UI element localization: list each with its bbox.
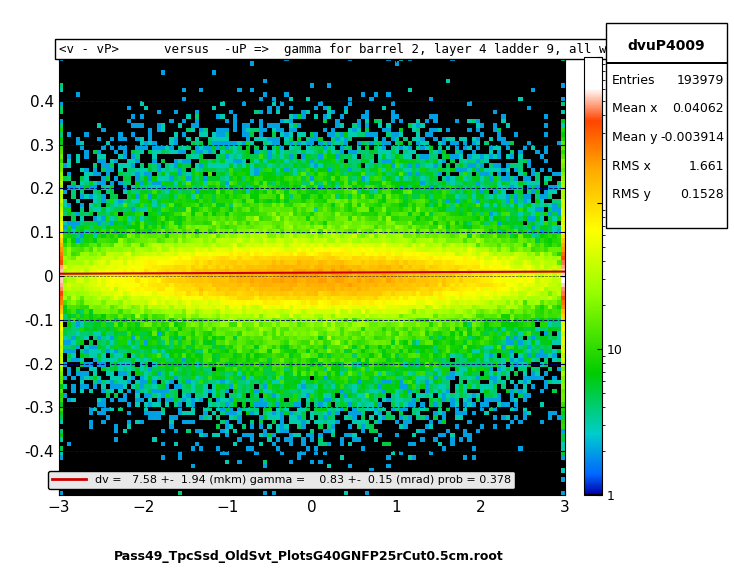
Bar [606, 61, 727, 64]
Text: <v - vP>      versus  -uP =>  gamma for barrel 2, layer 4 ladder 9, all wafers: <v - vP> versus -uP => gamma for barrel … [59, 43, 644, 56]
Text: RMS x: RMS x [611, 160, 650, 172]
FancyBboxPatch shape [606, 23, 727, 228]
Text: 193979: 193979 [677, 73, 724, 86]
Text: 0.04062: 0.04062 [672, 102, 724, 116]
Text: Mean y: Mean y [611, 131, 657, 144]
Text: RMS y: RMS y [611, 188, 650, 201]
Text: -0.003914: -0.003914 [661, 131, 724, 144]
Legend: dv =   7.58 +-  1.94 (mkm) gamma =    0.83 +-  0.15 (mrad) prob = 0.378: dv = 7.58 +- 1.94 (mkm) gamma = 0.83 +- … [48, 471, 515, 489]
Text: Pass49_TpcSsd_OldSvt_PlotsG40GNFP25rCut0.5cm.root: Pass49_TpcSsd_OldSvt_PlotsG40GNFP25rCut0… [114, 550, 503, 563]
Text: 1.661: 1.661 [688, 160, 724, 172]
Text: 0.1528: 0.1528 [680, 188, 724, 201]
Text: dvuP4009: dvuP4009 [628, 39, 705, 53]
Text: Entries: Entries [611, 73, 655, 86]
Text: Mean x: Mean x [611, 102, 657, 116]
